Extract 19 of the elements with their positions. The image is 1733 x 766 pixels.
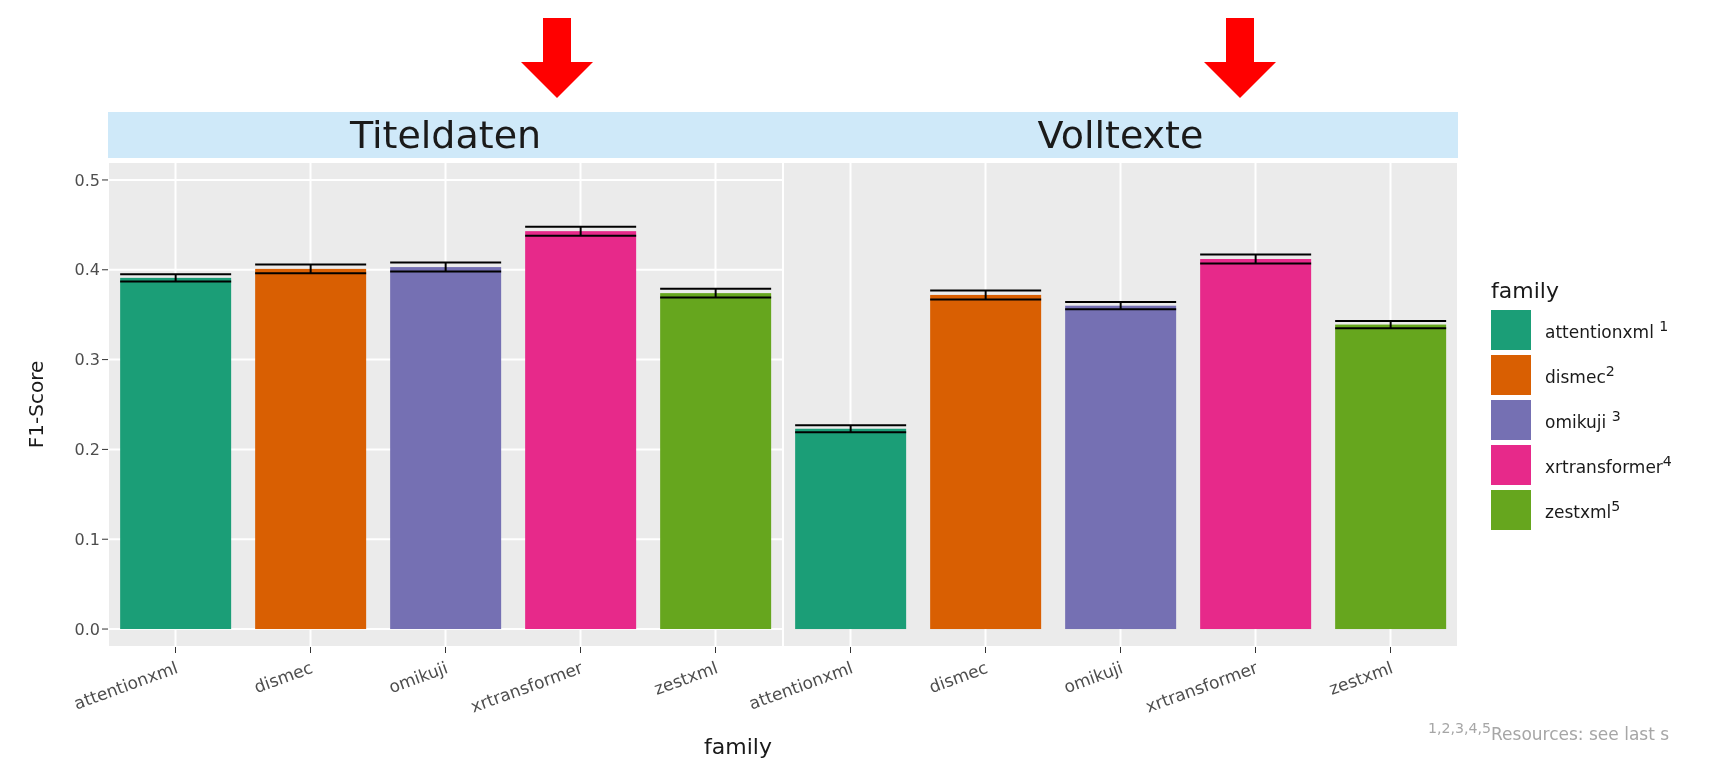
- text: $^{1,2,3,4,5}$Resources: see last s: [1428, 720, 1670, 744]
- chart-title: Volltexte: [783, 112, 1458, 158]
- y-tick-label: 0.2: [74, 440, 100, 460]
- x-tick-label: dismec: [251, 657, 316, 697]
- y-tick-label: 0.3: [74, 350, 100, 370]
- legend-label: omikuji $^{3}$: [1545, 408, 1621, 432]
- y-axis-title: F1-Score: [24, 360, 49, 449]
- y-tick-label: 0.1: [74, 529, 100, 549]
- legend-label: zestxml$^{5}$: [1545, 498, 1621, 522]
- y-tick-label: 0.5: [74, 170, 100, 190]
- legend-title: family: [1491, 278, 1560, 303]
- x-axis-title: family: [704, 734, 772, 759]
- chart-title: Titeldaten: [108, 112, 783, 158]
- y-tick-label: 0.0: [74, 619, 100, 639]
- legend-label: dismec$^{2}$: [1545, 363, 1615, 387]
- legend-label: attentionxml $^{1}$: [1545, 318, 1669, 342]
- x-tick-label: dismec: [926, 657, 991, 697]
- legend-label: xrtransformer$^{4}$: [1545, 453, 1672, 477]
- y-tick-label: 0.4: [74, 260, 100, 280]
